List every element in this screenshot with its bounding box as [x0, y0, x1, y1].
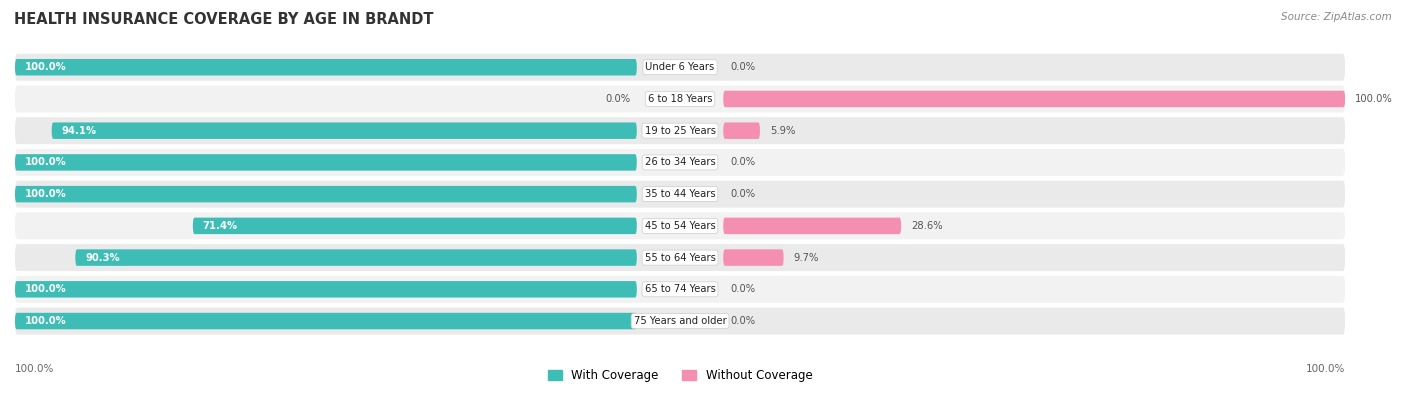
Text: 94.1%: 94.1% — [62, 126, 97, 136]
FancyBboxPatch shape — [76, 249, 637, 266]
Text: 28.6%: 28.6% — [911, 221, 942, 231]
FancyBboxPatch shape — [723, 249, 783, 266]
FancyBboxPatch shape — [15, 149, 1346, 176]
Text: 9.7%: 9.7% — [793, 253, 818, 263]
Text: 100.0%: 100.0% — [25, 189, 66, 199]
Text: 0.0%: 0.0% — [730, 316, 755, 326]
FancyBboxPatch shape — [15, 117, 1346, 144]
Text: 71.4%: 71.4% — [202, 221, 238, 231]
FancyBboxPatch shape — [15, 154, 637, 171]
Text: Under 6 Years: Under 6 Years — [645, 62, 714, 72]
FancyBboxPatch shape — [723, 217, 901, 234]
FancyBboxPatch shape — [723, 122, 761, 139]
Text: 90.3%: 90.3% — [86, 253, 120, 263]
Text: 100.0%: 100.0% — [25, 316, 66, 326]
FancyBboxPatch shape — [15, 54, 1346, 81]
FancyBboxPatch shape — [15, 181, 1346, 208]
Text: 100.0%: 100.0% — [25, 62, 66, 72]
Text: 0.0%: 0.0% — [730, 284, 755, 294]
Text: 75 Years and older: 75 Years and older — [634, 316, 727, 326]
FancyBboxPatch shape — [15, 281, 637, 298]
FancyBboxPatch shape — [15, 308, 1346, 334]
FancyBboxPatch shape — [723, 91, 1346, 107]
Text: 19 to 25 Years: 19 to 25 Years — [644, 126, 716, 136]
Text: 0.0%: 0.0% — [730, 157, 755, 167]
Text: 0.0%: 0.0% — [605, 94, 630, 104]
FancyBboxPatch shape — [15, 313, 637, 329]
FancyBboxPatch shape — [15, 59, 637, 76]
Text: HEALTH INSURANCE COVERAGE BY AGE IN BRANDT: HEALTH INSURANCE COVERAGE BY AGE IN BRAN… — [14, 12, 433, 27]
Text: 0.0%: 0.0% — [730, 189, 755, 199]
Text: 5.9%: 5.9% — [770, 126, 796, 136]
FancyBboxPatch shape — [15, 186, 637, 203]
FancyBboxPatch shape — [15, 244, 1346, 271]
Text: 26 to 34 Years: 26 to 34 Years — [645, 157, 716, 167]
Text: 100.0%: 100.0% — [1306, 364, 1346, 374]
FancyBboxPatch shape — [52, 122, 637, 139]
FancyBboxPatch shape — [15, 212, 1346, 239]
Text: 100.0%: 100.0% — [15, 364, 55, 374]
FancyBboxPatch shape — [15, 85, 1346, 112]
Text: 35 to 44 Years: 35 to 44 Years — [645, 189, 716, 199]
Text: 45 to 54 Years: 45 to 54 Years — [645, 221, 716, 231]
Text: 100.0%: 100.0% — [1355, 94, 1393, 104]
Text: 100.0%: 100.0% — [25, 157, 66, 167]
FancyBboxPatch shape — [15, 276, 1346, 303]
Text: 0.0%: 0.0% — [730, 62, 755, 72]
Text: Source: ZipAtlas.com: Source: ZipAtlas.com — [1281, 12, 1392, 22]
Text: 55 to 64 Years: 55 to 64 Years — [644, 253, 716, 263]
Text: 65 to 74 Years: 65 to 74 Years — [644, 284, 716, 294]
FancyBboxPatch shape — [193, 217, 637, 234]
Text: 100.0%: 100.0% — [25, 284, 66, 294]
Legend: With Coverage, Without Coverage: With Coverage, Without Coverage — [543, 364, 817, 387]
Text: 6 to 18 Years: 6 to 18 Years — [648, 94, 713, 104]
